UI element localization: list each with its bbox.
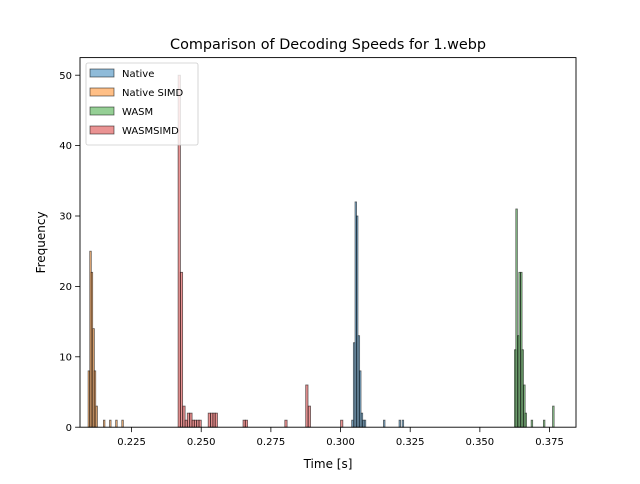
- bar-native-10: [398, 419, 401, 428]
- x-tick-label: 0.375: [535, 437, 564, 448]
- y-tick-label: 50: [59, 71, 72, 82]
- chart-title: Comparison of Decoding Speeds for 1.webp: [170, 37, 486, 53]
- bar-native-simd-7: [109, 419, 112, 428]
- bar-native-simd-6: [103, 419, 106, 428]
- bar-wasmsimd-9: [198, 419, 202, 428]
- bar-native-simd-8: [115, 419, 118, 428]
- y-axis-ticks: 0 10 20 30 40 50: [59, 71, 80, 434]
- x-axis-ticks: 0.225 0.250 0.275 0.300 0.325 0.350 0.375: [117, 427, 564, 448]
- bar-wasmsimd-4: [186, 412, 190, 428]
- bar-wasmsimd-1: [179, 271, 184, 428]
- y-tick-label: 20: [59, 282, 72, 293]
- y-tick-label: 40: [59, 141, 72, 152]
- bar-wasmsimd-18: [307, 405, 311, 428]
- bar-wasmsimd-15: [244, 419, 248, 428]
- bar-wasmsimd-13: [214, 412, 218, 428]
- x-tick-label: 0.275: [257, 437, 286, 448]
- x-tick-label: 0.225: [117, 437, 146, 448]
- legend-box: [85, 62, 199, 146]
- y-tick-label: 0: [66, 423, 72, 434]
- bar-wasm-10: [552, 405, 555, 428]
- bar-wasmsimd-10: [207, 412, 211, 428]
- legend: Native Native SIMD WASM WASMSIMD: [85, 62, 199, 146]
- y-tick-label: 10: [59, 352, 72, 363]
- x-tick-label: 0.350: [466, 437, 495, 448]
- series-wasm: [514, 208, 555, 428]
- bar-wasmsimd-7: [193, 419, 197, 428]
- bar-native-9: [383, 419, 386, 428]
- legend-label-native-simd: Native SIMD: [122, 88, 183, 99]
- legend-swatch-wasmsimd: [89, 125, 115, 135]
- legend-label-wasm: WASM: [122, 107, 153, 118]
- plot-frame: [79, 57, 577, 428]
- legend-swatch-native-simd: [89, 87, 115, 97]
- x-tick-label: 0.325: [396, 437, 425, 448]
- y-tick-label: 30: [59, 212, 72, 223]
- bar-wasm-7: [524, 412, 527, 428]
- x-axis-label: Time [s]: [303, 457, 353, 471]
- bar-native-11: [401, 419, 405, 428]
- bar-wasmsimd-16: [284, 419, 288, 428]
- bar-native-simd-9: [121, 419, 124, 428]
- legend-label-wasmsimd: WASMSIMD: [122, 126, 179, 137]
- bar-wasm-9: [542, 419, 546, 428]
- legend-swatch-native: [89, 68, 115, 78]
- bar-wasmsimd-19: [340, 419, 344, 428]
- bar-native-simd-5: [95, 405, 98, 428]
- y-axis-label: Frequency: [34, 211, 48, 273]
- bar-wasmsimd-17: [305, 384, 309, 428]
- x-tick-label: 0.250: [187, 437, 216, 448]
- x-tick-label: 0.300: [326, 437, 355, 448]
- legend-swatch-wasm: [89, 106, 115, 116]
- bar-wasm-8: [530, 419, 534, 428]
- bar-native-8: [363, 419, 367, 428]
- legend-label-native: Native: [122, 69, 154, 80]
